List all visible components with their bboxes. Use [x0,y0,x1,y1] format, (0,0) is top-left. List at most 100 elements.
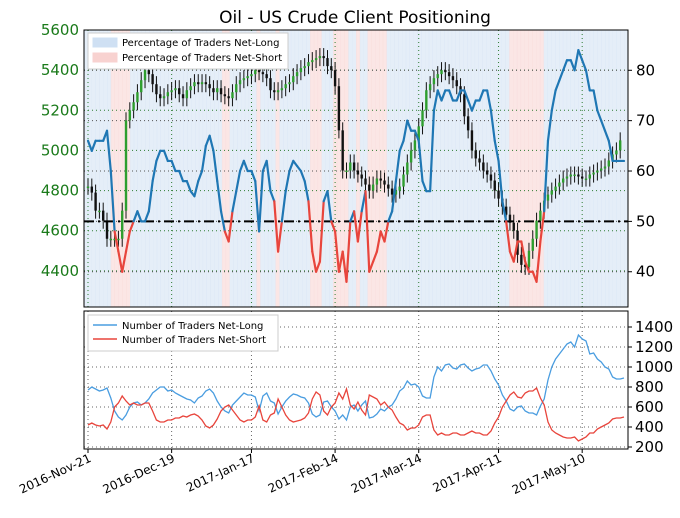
sentiment-bar [283,30,288,307]
candle-body [86,186,90,189]
sentiment-bar [624,30,629,307]
sentiment-bar [447,30,453,307]
date-tick-label: 2017-May-10 [510,451,588,497]
sentiment-bar [164,30,169,307]
candle-body [413,140,417,151]
sentiment-bar [505,30,510,307]
sentiment-segment [581,59,588,72]
candle-body [326,58,329,67]
sentiment-bar [241,30,246,307]
sentiment-bar [436,30,441,307]
sentiment-segment [368,260,375,273]
sentiment-segment [216,179,223,213]
sentiment-bar [118,30,123,307]
sentiment-bar [470,30,476,307]
candle-body [352,162,356,171]
candle-body [109,238,113,241]
sentiment-bar [317,30,322,307]
candle-body [345,170,348,173]
sentiment-segment [117,250,124,273]
sentiment-segment [596,109,603,122]
sentiment-bar [329,30,334,307]
legend-box [87,314,279,352]
candle-body [375,178,379,185]
candle-body [520,254,523,265]
sentiment-bar [371,30,376,307]
percentage-axis: 40 50 60 70 80 [628,61,655,281]
candle-body [292,76,295,83]
candle-body [596,170,599,173]
sentiment-segment [128,220,135,233]
bottom-legend: Number of Traders Net-Long Number of Trad… [87,314,279,352]
candle-body [615,150,618,155]
price-tick-label: 5200 [41,101,79,119]
candle-body [197,82,200,85]
candle-body [314,58,318,61]
sentiment-segment [250,169,257,183]
sentiment-segment [200,144,207,173]
sentiment-bar [386,30,391,307]
sentiment-segment [132,210,139,223]
sentiment-bar [252,30,257,307]
sentiment-bar [271,30,276,307]
candle-body [383,180,386,185]
sentiment-bar [363,30,368,307]
candle-body [550,190,553,195]
candle-body [231,92,234,99]
count-tick-label: 1000 [635,358,673,376]
count-tick-label: 400 [635,418,664,436]
count-tick-label: 800 [635,378,664,396]
candle-body [535,220,538,239]
sentiment-bar [137,30,142,307]
sentiment-bar [551,30,556,307]
sentiment-segment [512,240,519,263]
sentiment-segment [436,89,443,102]
sentiment-segment [535,240,542,283]
sentiment-segment [470,99,477,112]
candle-body [493,180,496,191]
candle-body [140,80,143,93]
candle-body [558,182,561,187]
sentiment-bar [168,30,173,307]
sentiment-bar [409,30,414,307]
sentiment-segment [356,210,363,243]
legend-swatch [92,37,118,48]
sentiment-bar [413,30,418,307]
price-tick-label: 4800 [41,182,79,200]
sentiment-segment [143,210,150,223]
candle-body [136,92,139,103]
sentiment-segment [406,119,413,132]
sentiment-bar [313,30,319,307]
sentiment-segment [345,220,352,283]
candle-body [166,92,170,97]
candle-body [451,76,455,81]
sentiment-segment [543,139,550,213]
candle-body [193,82,196,87]
sentiment-bar [474,30,479,307]
sentiment-bar [141,30,146,307]
candle-body [577,174,580,177]
sentiment-segment [197,169,204,183]
sentiment-percentage-line [86,49,626,283]
sentiment-segment [577,49,584,62]
candle-body [318,56,322,59]
sentiment-segment [269,190,276,203]
candle-body [333,70,337,87]
sentiment-bar [210,30,215,307]
sentiment-segment [520,240,527,263]
sentiment-bar [593,30,598,307]
sentiment-bar [513,30,518,307]
candle-body [170,90,173,93]
candle-body [273,90,276,93]
candle-body [470,130,474,151]
candle-body [280,88,284,91]
sentiment-bar [421,30,426,307]
candle-body [311,60,314,63]
sentiment-segment [607,139,614,163]
sentiment-segment [254,179,261,233]
sentiment-segment [178,169,185,183]
sentiment-bar [218,30,223,307]
candle-body [440,70,443,75]
count-tick-label: 200 [635,438,664,456]
candle-body [117,238,120,241]
